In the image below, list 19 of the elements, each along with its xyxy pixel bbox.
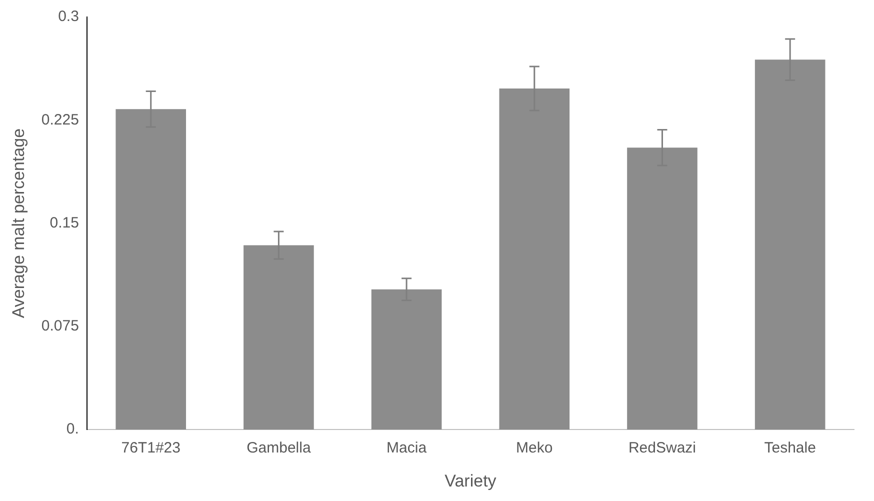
- y-tick-label: 0.3: [58, 8, 79, 26]
- bar: [116, 109, 186, 430]
- x-tick-label: Teshale: [764, 440, 816, 457]
- x-tick-label: Meko: [516, 440, 553, 457]
- x-tick-label: 76T1#23: [121, 440, 180, 457]
- bar: [627, 148, 698, 430]
- y-tick-label: 0.225: [41, 111, 79, 128]
- bar: [499, 88, 570, 430]
- x-tick-label: Macia: [386, 440, 428, 457]
- x-tick-label: RedSwazi: [628, 440, 696, 457]
- y-axis-title: Average malt percentage: [8, 128, 28, 318]
- bar: [754, 60, 826, 430]
- bar: [371, 289, 442, 430]
- y-tick-label: 0.075: [41, 318, 79, 335]
- x-tick-label: Gambella: [246, 440, 312, 457]
- y-tick-label: 0.: [66, 420, 79, 438]
- x-axis-title: Variety: [444, 471, 497, 490]
- y-tick-label: 0.15: [50, 214, 79, 232]
- bar: [244, 245, 314, 430]
